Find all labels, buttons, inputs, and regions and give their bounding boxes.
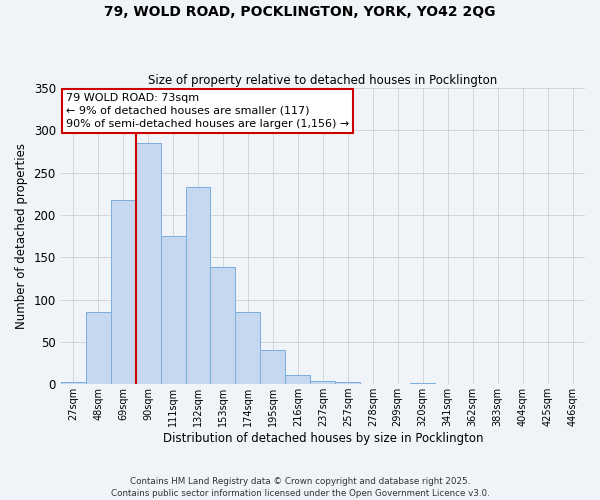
Bar [110, 200, 136, 384]
Text: 79, WOLD ROAD, POCKLINGTON, YORK, YO42 2QG: 79, WOLD ROAD, POCKLINGTON, YORK, YO42 2… [104, 5, 496, 19]
Bar [335, 382, 360, 384]
Bar [185, 187, 211, 384]
Title: Size of property relative to detached houses in Pocklington: Size of property relative to detached ho… [148, 74, 497, 87]
Bar [211, 268, 235, 384]
Text: 79 WOLD ROAD: 73sqm
← 9% of detached houses are smaller (117)
90% of semi-detach: 79 WOLD ROAD: 73sqm ← 9% of detached hou… [66, 92, 349, 129]
Bar [161, 236, 185, 384]
Bar [86, 312, 110, 384]
Bar [136, 143, 161, 384]
Bar [286, 375, 310, 384]
Bar [235, 312, 260, 384]
Bar [310, 381, 335, 384]
Y-axis label: Number of detached properties: Number of detached properties [15, 143, 28, 329]
Bar [260, 350, 286, 384]
X-axis label: Distribution of detached houses by size in Pocklington: Distribution of detached houses by size … [163, 432, 483, 445]
Text: Contains HM Land Registry data © Crown copyright and database right 2025.
Contai: Contains HM Land Registry data © Crown c… [110, 476, 490, 498]
Bar [61, 382, 86, 384]
